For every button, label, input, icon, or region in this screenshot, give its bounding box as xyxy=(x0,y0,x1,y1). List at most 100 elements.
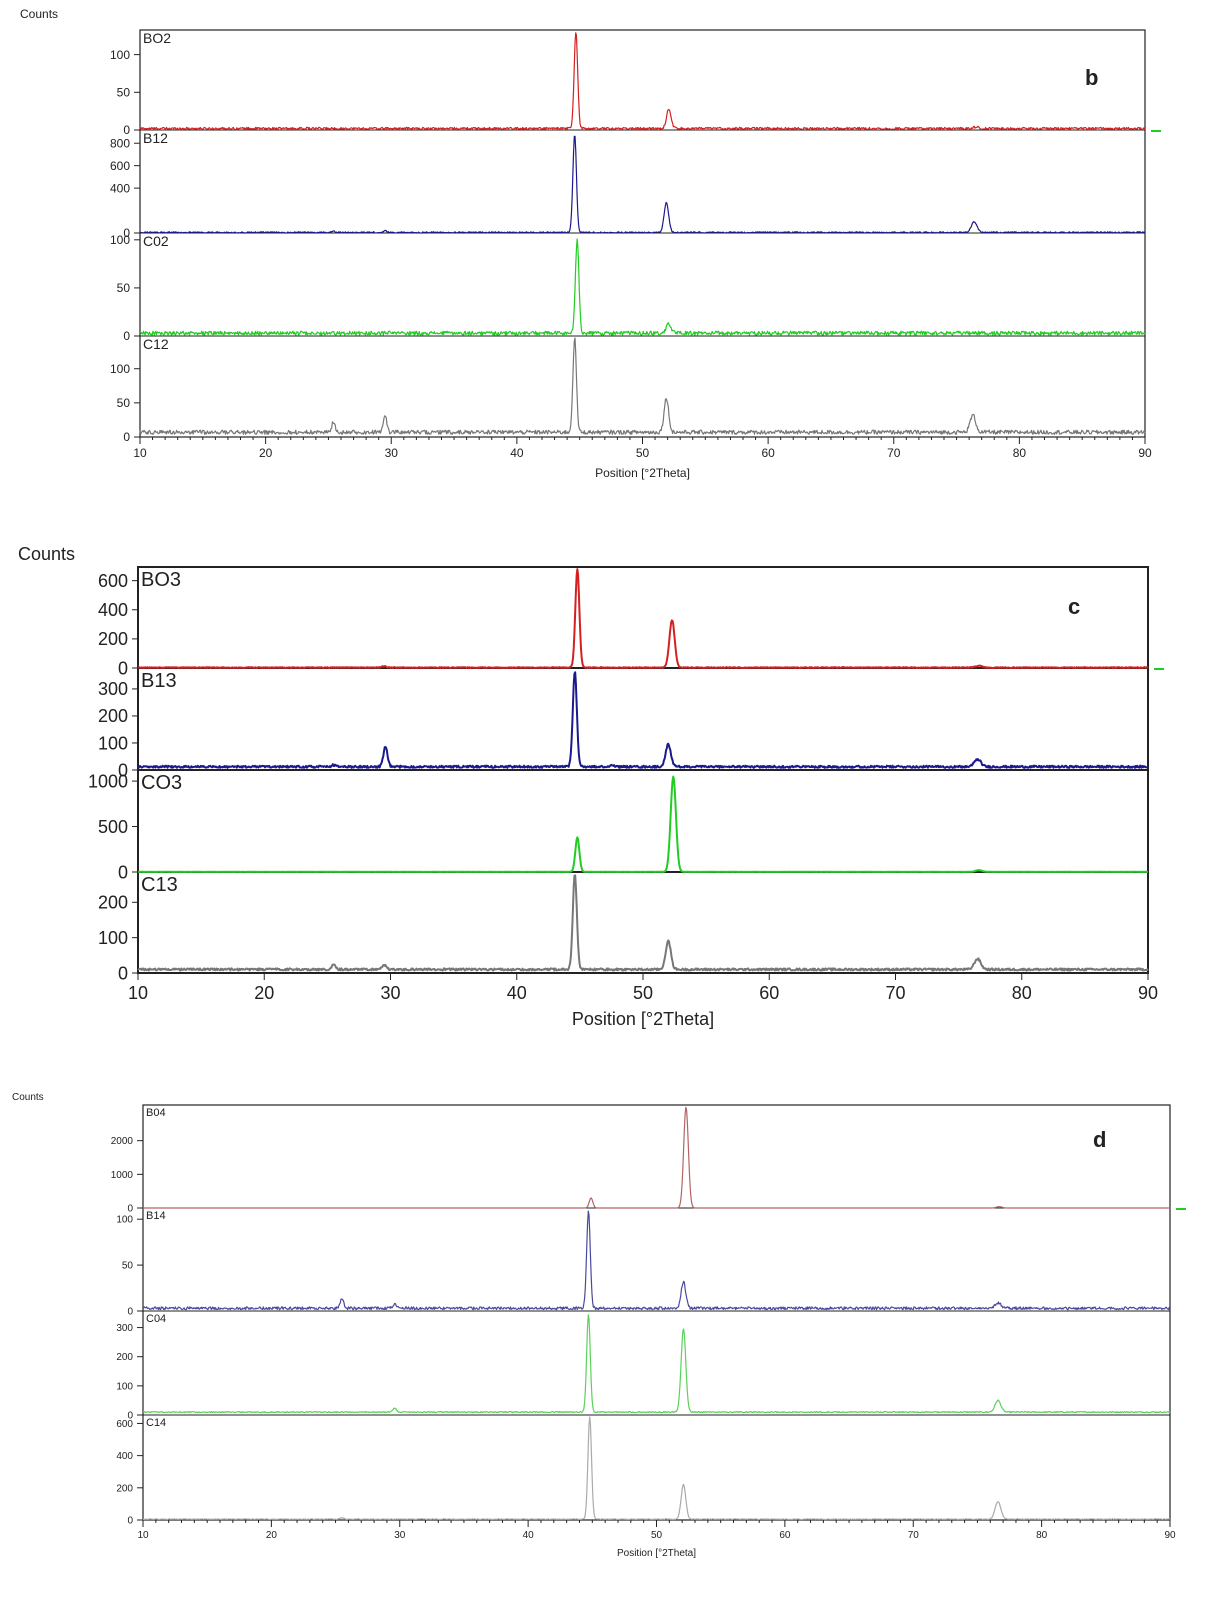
series-line-B04 xyxy=(143,1106,1170,1209)
x-axis-label: Position [°2Theta] xyxy=(572,1009,714,1029)
y-tick-label: 0 xyxy=(127,1516,133,1527)
series-line-BO3 xyxy=(137,568,1149,669)
series-B04: 0 1000 2000 B04 xyxy=(111,1106,1186,1215)
y-tick-label: 300 xyxy=(98,679,128,699)
x-tick-label: 60 xyxy=(759,983,779,1003)
y-tick-label: 0 xyxy=(118,658,128,678)
series-BO3: 0 200 400 600 BO3 xyxy=(98,568,1164,678)
series-name-label: C12 xyxy=(143,336,169,352)
x-tick-label: 20 xyxy=(266,1530,278,1541)
y-tick-label: 100 xyxy=(110,362,130,376)
series-line-C14 xyxy=(142,1416,1171,1521)
series-name-label: B04 xyxy=(146,1107,166,1119)
series-B13: 0 100 200 300 B13 xyxy=(98,670,1149,780)
y-tick-label: 100 xyxy=(98,733,128,753)
y-tick-label: 300 xyxy=(116,1323,133,1334)
y-tick-label: 100 xyxy=(116,1215,133,1226)
y-tick-label: 1000 xyxy=(88,771,128,791)
y-axis-label: Counts xyxy=(18,544,75,564)
y-tick-label: 100 xyxy=(116,1381,133,1392)
x-tick-label: 60 xyxy=(779,1530,791,1541)
series-line-C13 xyxy=(137,874,1149,972)
y-tick-label: 1000 xyxy=(111,1170,134,1181)
series-BO2: 0 50 100 BO2 xyxy=(110,30,1161,137)
y-tick-label: 50 xyxy=(117,281,131,295)
y-tick-label: 200 xyxy=(98,893,128,913)
series-name-label: C14 xyxy=(146,1417,166,1429)
series-name-label: CO3 xyxy=(141,772,182,794)
series-name-label: C04 xyxy=(146,1313,166,1325)
y-tick-label: 50 xyxy=(122,1261,134,1272)
series-line-C02 xyxy=(139,238,1146,336)
series-B14: 0 50 100 B14 xyxy=(116,1210,1171,1318)
y-tick-label: 0 xyxy=(127,1204,133,1215)
x-tick-label: 50 xyxy=(636,446,650,460)
y-tick-label: 200 xyxy=(98,706,128,726)
series-line-BO2 xyxy=(139,32,1146,131)
x-tick-label: 90 xyxy=(1164,1530,1176,1541)
series-CO3: 0 500 1000 CO3 xyxy=(88,771,1149,882)
panel-letter: c xyxy=(1068,594,1080,619)
y-tick-label: 400 xyxy=(98,600,128,620)
y-tick-label: 0 xyxy=(118,760,128,780)
x-tick-label: 30 xyxy=(380,983,400,1003)
y-tick-label: 0 xyxy=(127,1411,133,1422)
y-tick-label: 400 xyxy=(116,1451,133,1462)
x-tick-label: 80 xyxy=(1013,446,1027,460)
xrd-panel-b: Counts b 0 50 100 BO2 0 400 600 800 B12 0 50 100 C02 0 5… xyxy=(20,7,1161,480)
y-tick-label: 0 xyxy=(127,1307,133,1318)
plot-frame xyxy=(142,1104,1171,1521)
y-axis-label: Counts xyxy=(12,1092,44,1103)
y-tick-label: 0 xyxy=(123,123,130,137)
y-tick-label: 100 xyxy=(98,928,128,948)
series-line-B14 xyxy=(142,1210,1171,1311)
y-tick-label: 200 xyxy=(116,1483,133,1494)
panel-letter: d xyxy=(1093,1127,1106,1152)
series-name-label: BO3 xyxy=(141,569,181,591)
x-tick-label: 20 xyxy=(259,446,273,460)
x-axis-label: Position [°2Theta] xyxy=(595,466,690,480)
panel-letter: b xyxy=(1085,65,1098,90)
y-axis-label: Counts xyxy=(20,7,58,21)
x-tick-label: 50 xyxy=(651,1530,663,1541)
y-tick-label: 0 xyxy=(118,862,128,882)
y-tick-label: 0 xyxy=(123,430,130,444)
x-tick-label: 70 xyxy=(885,983,905,1003)
x-tick-label: 70 xyxy=(887,446,901,460)
x-tick-label: 80 xyxy=(1036,1530,1048,1541)
y-tick-label: 50 xyxy=(117,396,131,410)
y-tick-label: 600 xyxy=(110,159,130,173)
x-axis-label: Position [°2Theta] xyxy=(617,1548,696,1559)
x-tick-label: 50 xyxy=(633,983,653,1003)
x-tick-label: 40 xyxy=(510,446,524,460)
x-tick-label: 60 xyxy=(761,446,775,460)
y-tick-label: 2000 xyxy=(111,1136,134,1147)
y-tick-label: 200 xyxy=(116,1352,133,1363)
series-C14: 0 200 400 600 C14 xyxy=(116,1416,1171,1527)
y-tick-label: 100 xyxy=(110,48,130,62)
x-tick-label: 80 xyxy=(1012,983,1032,1003)
y-tick-label: 800 xyxy=(110,136,130,150)
series-name-label: B14 xyxy=(146,1210,166,1222)
series-line-C12 xyxy=(139,337,1146,435)
y-tick-label: 500 xyxy=(98,817,128,837)
series-name-label: C02 xyxy=(143,233,169,249)
x-tick-label: 90 xyxy=(1138,446,1152,460)
x-tick-label: 40 xyxy=(523,1530,535,1541)
y-tick-label: 0 xyxy=(123,226,130,240)
series-name-label: C13 xyxy=(141,874,178,896)
y-tick-label: 50 xyxy=(117,86,131,100)
x-tick-label: 70 xyxy=(908,1530,920,1541)
series-line-B13 xyxy=(137,671,1149,769)
series-B12: 0 400 600 800 B12 xyxy=(110,130,1146,240)
y-tick-label: 200 xyxy=(98,629,128,649)
x-tick-label: 10 xyxy=(133,446,147,460)
series-C04: 0 100 200 300 C04 xyxy=(116,1313,1171,1422)
x-tick-label: 30 xyxy=(394,1530,406,1541)
series-name-label: B13 xyxy=(141,670,177,692)
y-tick-label: 600 xyxy=(98,571,128,591)
x-tick-label: 10 xyxy=(128,983,148,1003)
